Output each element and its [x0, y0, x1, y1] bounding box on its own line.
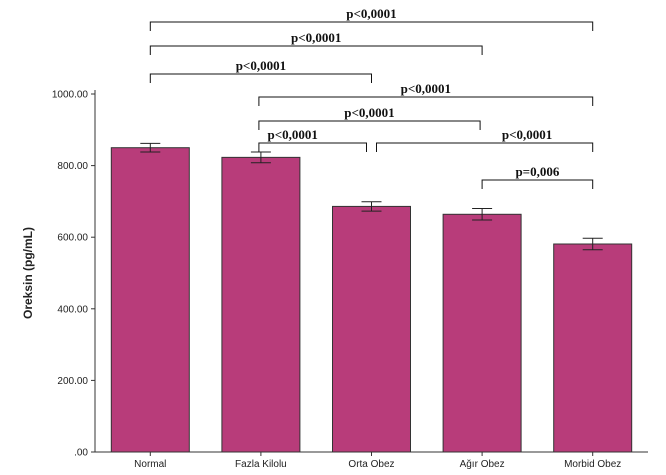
- bars: [110, 147, 633, 453]
- x-tick-label: Ağır Obez: [460, 459, 505, 470]
- bracket-line: [258, 120, 481, 130]
- y-tick-label: 200.00: [57, 376, 88, 387]
- bar: [553, 243, 633, 453]
- p-value-label: p<0,0001: [344, 105, 394, 120]
- bracket-line: [481, 179, 594, 189]
- p-value-label: p<0,0001: [346, 6, 396, 21]
- significance-bracket: p<0,0001: [258, 127, 367, 152]
- bar: [221, 156, 301, 453]
- p-value-label: p=0,006: [515, 164, 559, 179]
- significance-bracket: p<0,0001: [149, 30, 483, 55]
- significance-bracket: p<0,0001: [149, 6, 594, 31]
- bracket-line: [149, 45, 483, 55]
- x-tick-label: Morbid Obez: [564, 459, 621, 470]
- significance-brackets: p<0,0001 p<0,0001 p<0,0001 p<0,0001 p<0,0001…: [149, 6, 594, 189]
- bar: [442, 213, 522, 453]
- error-bar: [582, 237, 603, 251]
- p-value-label: p<0,0001: [401, 81, 451, 96]
- significance-bracket: p=0,006: [481, 164, 594, 189]
- bar: [110, 147, 190, 453]
- error-bar: [250, 151, 271, 164]
- bracket-line: [258, 96, 594, 106]
- bracket-line: [149, 73, 372, 83]
- significance-bracket: p<0,0001: [258, 81, 594, 106]
- bracket-line: [258, 142, 367, 152]
- bar: [332, 205, 411, 453]
- error-bar: [361, 201, 382, 212]
- error-bar: [140, 142, 161, 153]
- y-tick-label: 800.00: [57, 161, 88, 172]
- x-tick-label: Orta Obez: [348, 459, 394, 470]
- x-tick-label: Fazla Kilolu: [235, 459, 287, 470]
- significance-bracket: p<0,0001: [149, 58, 372, 83]
- p-value-label: p<0,0001: [502, 127, 552, 142]
- bracket-line: [149, 21, 594, 31]
- significance-bracket: p<0,0001: [376, 127, 594, 152]
- bracket-line: [376, 142, 594, 152]
- p-value-label: p<0,0001: [268, 127, 318, 142]
- x-tick-label: Normal: [134, 459, 166, 470]
- y-tick-label: 400.00: [57, 304, 88, 315]
- y-axis-label: Oreksin (pg/mL): [21, 227, 35, 319]
- y-tick-label: 1000.00: [52, 90, 89, 101]
- p-value-label: p<0,0001: [236, 58, 286, 73]
- p-value-label: p<0,0001: [291, 30, 341, 45]
- significance-bracket: p<0,0001: [258, 105, 481, 130]
- y-tick-label: .00: [74, 448, 88, 459]
- y-tick-label: 600.00: [57, 233, 88, 244]
- error-bars: [140, 142, 603, 251]
- error-bar: [472, 208, 493, 221]
